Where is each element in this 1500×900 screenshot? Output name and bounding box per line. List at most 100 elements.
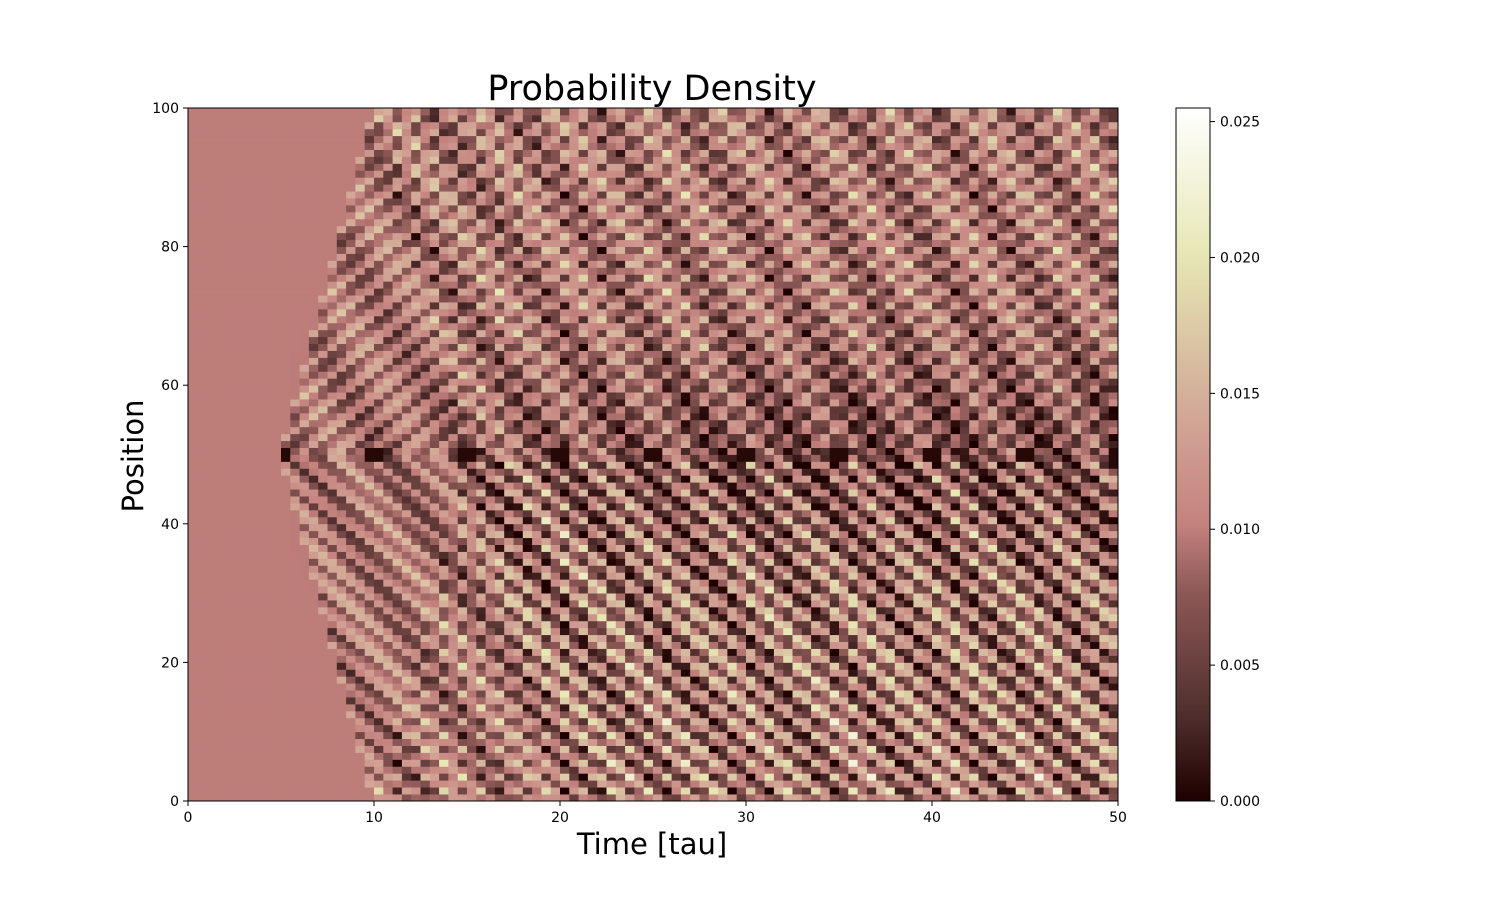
heatmap-cell (504, 655, 514, 663)
heatmap-cell (532, 149, 542, 157)
heatmap-cell (643, 503, 654, 511)
heatmap-cell (401, 336, 412, 345)
heatmap-cell (188, 433, 198, 442)
heatmap-cell (606, 364, 617, 372)
heatmap-cell (327, 787, 338, 795)
heatmap-cell (429, 170, 440, 178)
heatmap-cell (541, 364, 552, 372)
heatmap-cell (476, 184, 486, 192)
heatmap-cell (290, 246, 300, 254)
heatmap-cell (364, 613, 375, 622)
heatmap-cell (560, 530, 570, 539)
heatmap-cell (513, 655, 524, 663)
heatmap-cell (560, 683, 570, 691)
heatmap-cell (281, 669, 291, 677)
heatmap-cell (597, 717, 607, 726)
heatmap-cell (327, 613, 338, 622)
heatmap-cell (513, 461, 524, 469)
heatmap-cell (615, 724, 626, 733)
heatmap-cell (485, 385, 496, 393)
heatmap-cell (522, 794, 533, 802)
heatmap-cell (374, 627, 384, 636)
heatmap-cell (448, 683, 459, 691)
heatmap-cell (439, 163, 449, 171)
heatmap-cell (411, 551, 421, 559)
heatmap-cell (215, 496, 226, 504)
heatmap-cell (336, 329, 347, 338)
heatmap-cell (615, 697, 626, 705)
heatmap-cell (513, 205, 524, 213)
heatmap-cell (448, 655, 459, 663)
heatmap-cell (587, 544, 598, 552)
heatmap-cell (485, 191, 496, 199)
heatmap-cell (625, 322, 635, 331)
heatmap-cell (522, 357, 533, 365)
heatmap-cell (355, 759, 366, 767)
heatmap-cell (262, 523, 273, 532)
heatmap-cell (197, 364, 207, 372)
heatmap-cell (234, 509, 245, 518)
heatmap-cell (550, 683, 561, 691)
heatmap-cell (513, 503, 524, 511)
heatmap-cell (569, 690, 579, 698)
heatmap-cell (225, 489, 235, 497)
heatmap-cell (281, 350, 291, 358)
heatmap-cell (606, 260, 617, 268)
heatmap-cell (625, 218, 635, 227)
heatmap-cell (243, 260, 254, 268)
heatmap-cell (504, 606, 514, 615)
heatmap-cell (206, 385, 217, 393)
heatmap-cell (197, 600, 207, 608)
heatmap-cell (457, 565, 468, 573)
heatmap-cell (253, 128, 263, 137)
heatmap-cell (336, 503, 347, 511)
heatmap-cell (513, 385, 524, 393)
heatmap-cell (578, 205, 589, 213)
heatmap-cell (560, 731, 570, 740)
heatmap-cell (308, 503, 319, 511)
heatmap-cell (355, 232, 366, 241)
heatmap-cell (401, 572, 412, 580)
heatmap-cell (401, 620, 412, 629)
heatmap-cell (578, 385, 589, 393)
heatmap-cell (457, 586, 468, 594)
heatmap-cell (560, 357, 570, 365)
heatmap-cell (253, 683, 263, 691)
heatmap-cell (225, 170, 235, 178)
heatmap-cell (606, 225, 617, 234)
heatmap-cell (215, 503, 226, 511)
heatmap-cell (597, 690, 607, 698)
heatmap-cell (262, 600, 273, 608)
heatmap-cell (374, 128, 384, 137)
heatmap-cell (290, 357, 300, 365)
heatmap-cell (560, 787, 570, 795)
heatmap-cell (457, 703, 468, 712)
heatmap-cell (476, 225, 486, 234)
heatmap-cell (606, 454, 617, 462)
heatmap-cell (550, 697, 561, 705)
heatmap-cell (401, 364, 412, 372)
heatmap-cell (197, 475, 207, 483)
heatmap-cell (541, 745, 552, 753)
heatmap-cell (625, 128, 635, 137)
heatmap-cell (253, 267, 263, 275)
heatmap-cell (522, 426, 533, 435)
heatmap-cell (494, 641, 505, 649)
heatmap-cell (615, 426, 626, 435)
heatmap-cell (439, 613, 449, 622)
heatmap-cell (374, 593, 384, 601)
heatmap-cell (243, 239, 254, 247)
heatmap-cell (392, 364, 403, 372)
heatmap-cell (234, 295, 245, 303)
heatmap-cell (383, 211, 393, 220)
heatmap-cell (578, 641, 589, 649)
heatmap-cell (634, 669, 645, 677)
heatmap-cell (243, 267, 254, 275)
heatmap-cell (476, 697, 486, 705)
heatmap-cell (522, 246, 533, 254)
heatmap-cell (281, 364, 291, 372)
heatmap-cell (578, 239, 589, 247)
heatmap-cell (364, 274, 375, 282)
heatmap-cell (467, 627, 477, 636)
heatmap-cell (383, 565, 393, 573)
